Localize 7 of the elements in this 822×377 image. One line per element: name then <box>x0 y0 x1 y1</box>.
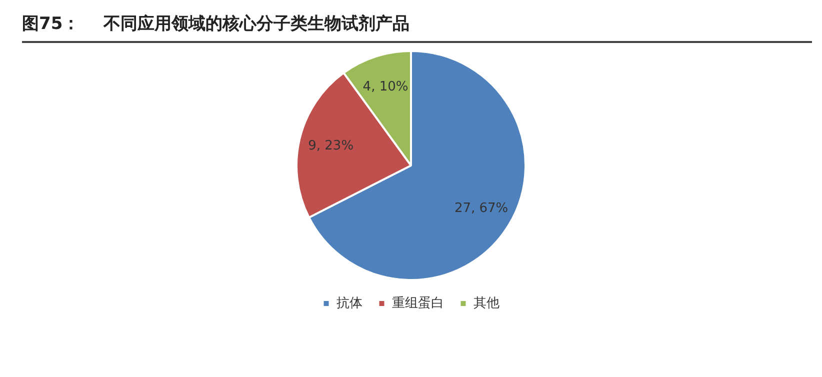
legend-label: 其他 <box>473 296 500 311</box>
data-label: 27, 67% <box>454 200 508 216</box>
chart-title: 图75： 不同应用领域的核心分子类生物试剂产品 <box>22 12 812 43</box>
legend-label: 重组蛋白 <box>392 296 444 311</box>
legend-label: 抗体 <box>336 296 362 311</box>
data-label: 4, 10% <box>362 79 408 94</box>
data-label: 9, 23% <box>308 138 354 154</box>
